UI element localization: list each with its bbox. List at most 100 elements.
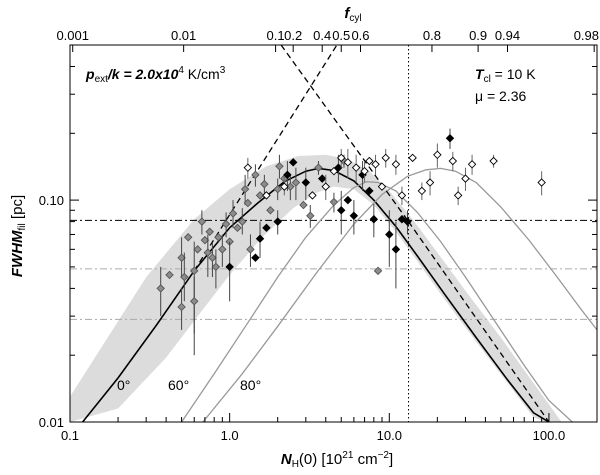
data-point-open-73 xyxy=(377,182,387,191)
pressure-unit: K/cm xyxy=(184,66,220,82)
data-point-black-57 xyxy=(391,245,401,254)
top-tick-label-2: 0.1 xyxy=(267,28,285,43)
data-point-black-52 xyxy=(349,211,359,220)
plot-frame xyxy=(69,44,598,423)
data-point-open-78 xyxy=(417,186,427,196)
top-tick-label-0: 0.001 xyxy=(56,28,89,43)
top-tick-label-3: 0.2 xyxy=(284,28,302,43)
data-point-grey-21 xyxy=(238,217,247,226)
data-point-grey-8 xyxy=(193,245,202,254)
pressure-mid: /k = 2.0x10 xyxy=(107,66,179,82)
dashed-asymptotes-layer xyxy=(193,45,550,422)
uncertainty-band xyxy=(70,154,562,422)
data-point-grey-33 xyxy=(291,178,301,187)
data-point-grey-3 xyxy=(177,302,186,312)
data-point-open-85 xyxy=(489,156,498,166)
y-axis-symbol: FWHM xyxy=(9,230,26,277)
data-point-open-64 xyxy=(308,191,317,200)
top-axis-symbol: f xyxy=(344,5,351,22)
data-point-black-40 xyxy=(225,262,234,272)
data-point-grey-7 xyxy=(189,297,199,306)
data-point-grey-38 xyxy=(329,197,339,207)
data-point-grey-13 xyxy=(208,253,217,262)
data-point-grey-34 xyxy=(299,200,308,210)
data-point-grey-39 xyxy=(373,266,383,276)
data-point-black-58 xyxy=(397,214,407,224)
data-point-open-67 xyxy=(336,153,346,163)
y-axis-subscript: fil xyxy=(17,223,28,230)
data-point-black-43 xyxy=(262,223,271,233)
top-tick-label-6: 0.6 xyxy=(351,28,369,43)
x-tick-label-3: 100.0 xyxy=(533,428,566,443)
data-point-grey-27 xyxy=(260,179,269,189)
data-point-grey-22 xyxy=(240,184,250,194)
x-axis-units-2: cm xyxy=(353,451,377,468)
data-point-black-50 xyxy=(336,206,346,215)
data-point-open-63 xyxy=(280,182,289,191)
top-tick-label-10: 0.98 xyxy=(574,28,599,43)
data-point-grey-36 xyxy=(314,163,323,172)
temperature-value: = 10 K xyxy=(491,66,536,82)
axes-layer: 0.1 1.0 10.0 100.00.010.100.001 0.01 0.1 0.2 0.… xyxy=(39,28,599,443)
data-point-grey-16 xyxy=(218,245,227,254)
data-point-open-79 xyxy=(425,178,435,187)
data-point-black-45 xyxy=(283,170,292,180)
shaded-band-layer xyxy=(70,154,562,422)
data-point-grey-26 xyxy=(255,191,265,200)
data-point-open-70 xyxy=(360,166,369,176)
x-axis-symbol: N xyxy=(281,451,293,468)
data-point-grey-0 xyxy=(156,284,165,293)
data-point-black-42 xyxy=(255,234,265,243)
data-point-black-46 xyxy=(288,158,298,167)
y-tick-label-0: 0.01 xyxy=(39,415,64,430)
data-point-black-54 xyxy=(365,186,374,196)
y-axis-title: FWHMfil [pc] xyxy=(9,195,28,277)
curve-label-0deg: 0° xyxy=(117,377,130,393)
data-point-grey-20 xyxy=(233,223,242,233)
data-point-black-56 xyxy=(385,230,394,239)
data-point-open-69 xyxy=(351,163,361,172)
top-tick-label-9: 0.94 xyxy=(495,28,520,43)
x-axis-units-exp1: 21 xyxy=(342,450,354,461)
data-point-grey-32 xyxy=(286,182,295,191)
data-point-grey-15 xyxy=(214,233,223,242)
dashed-asymptote-0 xyxy=(193,45,338,272)
top-tick-label-1: 0.01 xyxy=(171,28,196,43)
y-axis-units: [pc] xyxy=(9,195,26,223)
dashed-asymptote-2 xyxy=(407,221,550,422)
data-point-grey-19 xyxy=(228,209,238,218)
data-point-open-74 xyxy=(381,153,390,163)
data-point-open-75 xyxy=(391,160,401,169)
pressure-subscript: ext xyxy=(95,74,109,85)
top-tick-label-5: 0.5 xyxy=(332,28,350,43)
model-curve-2 xyxy=(202,167,597,422)
temperature-subscript: cl xyxy=(484,74,491,85)
temperature-annotation: Tcl = 10 K xyxy=(475,66,536,85)
x-tick-label-2: 10.0 xyxy=(377,428,402,443)
data-point-black-51 xyxy=(343,195,353,205)
data-point-open-71 xyxy=(365,156,374,166)
pressure-exponent: 4 xyxy=(178,65,184,76)
x-axis-units-close: ] xyxy=(389,451,393,468)
top-tick-label-7: 0.8 xyxy=(423,28,441,43)
temperature-symbol: T xyxy=(475,66,485,82)
data-point-grey-5 xyxy=(183,233,193,242)
curve-label-80deg: 80° xyxy=(240,377,261,393)
mu-annotation: μ = 2.36 xyxy=(475,88,526,104)
data-point-grey-25 xyxy=(251,170,260,180)
top-tick-label-4: 0.4 xyxy=(313,28,331,43)
reference-lines-layer xyxy=(70,45,597,422)
data-point-grey-1 xyxy=(165,270,174,280)
x-tick-label-0: 0.1 xyxy=(61,428,79,443)
top-axis-subscript: cyl xyxy=(349,13,361,24)
data-point-grey-4 xyxy=(180,272,189,282)
top-axis-title: fcyl xyxy=(344,5,361,24)
x-axis-subscript: H xyxy=(292,459,299,470)
data-point-open-61 xyxy=(243,163,253,172)
data-point-black-60 xyxy=(445,134,455,143)
data-point-open-81 xyxy=(448,156,458,166)
data-point-open-77 xyxy=(408,153,417,163)
data-point-open-65 xyxy=(321,182,331,191)
observations-layer xyxy=(156,128,546,356)
